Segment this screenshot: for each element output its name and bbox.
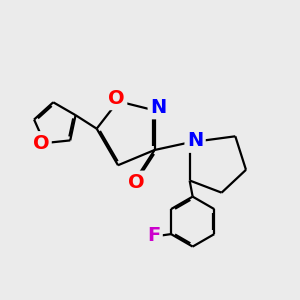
Text: O: O [128, 173, 145, 192]
Text: O: O [33, 134, 49, 153]
Text: O: O [108, 89, 125, 108]
Text: N: N [187, 131, 203, 150]
Text: N: N [150, 98, 166, 117]
Text: F: F [147, 226, 160, 245]
